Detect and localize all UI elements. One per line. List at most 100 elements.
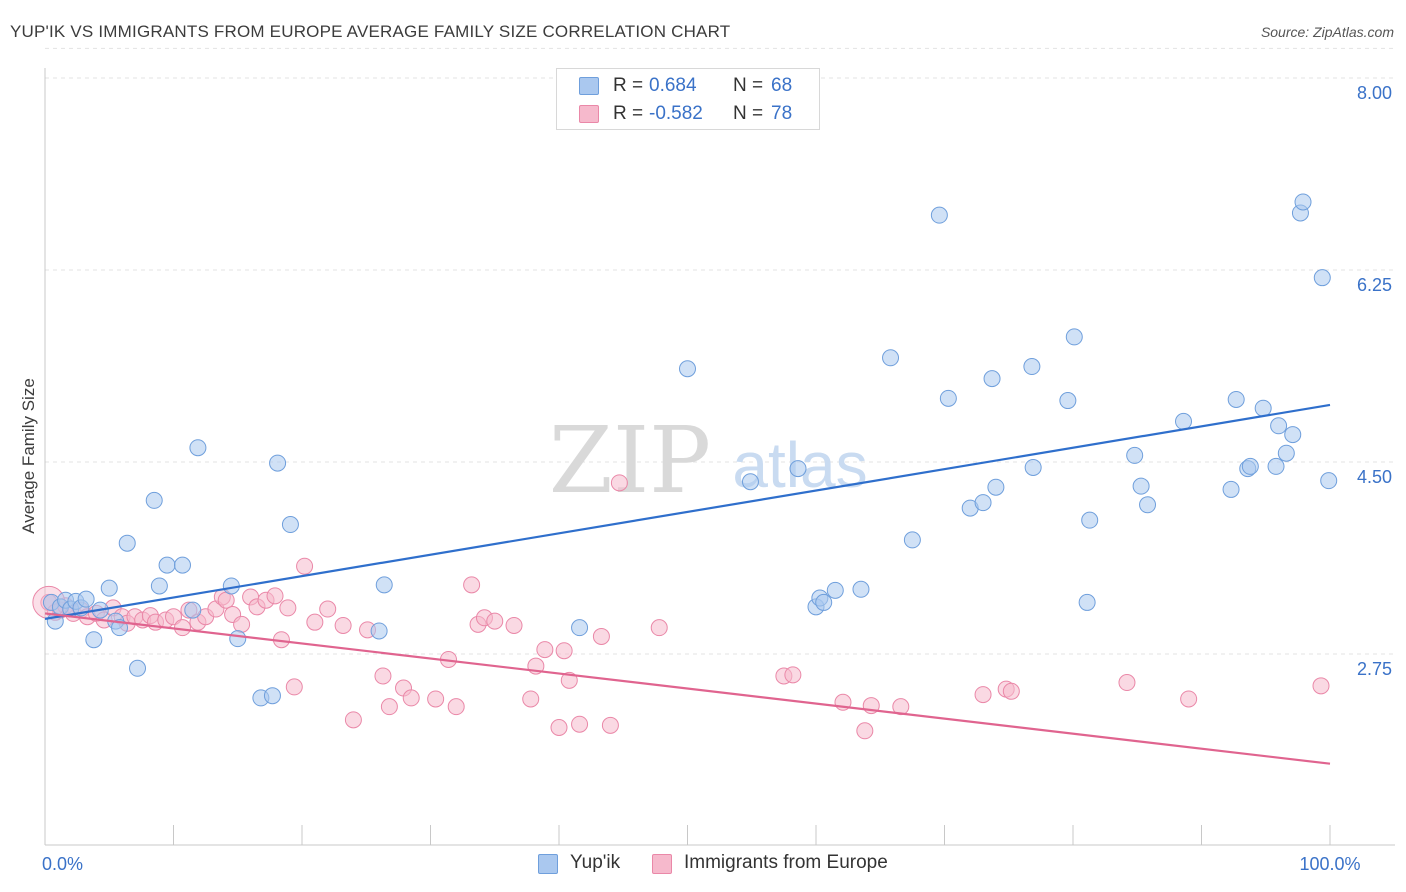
watermark-zip: ZIP <box>549 407 711 514</box>
series-yupik-points <box>42 193 1338 707</box>
x-tick-marks <box>44 825 1331 845</box>
yupik-point <box>184 601 202 619</box>
yupik-point <box>1126 446 1144 464</box>
immigrants-from-europe-point <box>892 698 910 716</box>
yupik-point <box>1320 472 1338 490</box>
yupik-point <box>1023 358 1041 376</box>
yupik-point <box>229 630 247 648</box>
series-legend-swatch-yupik <box>538 854 558 874</box>
yupik-point <box>375 576 393 594</box>
yupik-point <box>158 556 176 574</box>
immigrants-from-europe-point <box>1118 674 1136 692</box>
legend-n-label: N = <box>733 103 764 124</box>
y-tick-label: 4.50 <box>1357 467 1392 487</box>
series-legend-label-immigrants: Immigrants from Europe <box>684 852 888 873</box>
yupik-point <box>1313 269 1331 287</box>
yupik-point <box>173 556 191 574</box>
yupik-point <box>263 687 281 705</box>
immigrants-from-europe-point <box>522 690 540 708</box>
yupik-point <box>815 593 833 611</box>
immigrants-from-europe-point <box>285 678 303 696</box>
yupik-point <box>145 491 163 509</box>
immigrants-from-europe-point <box>610 474 628 492</box>
immigrants-from-europe-point <box>486 612 504 630</box>
yupik-point <box>1081 511 1099 529</box>
immigrants-from-europe-point <box>974 686 992 704</box>
yupik-point <box>1227 390 1245 408</box>
yupik-point <box>939 389 957 407</box>
immigrants-from-europe-point <box>1002 682 1020 700</box>
yupik-point <box>571 619 589 637</box>
immigrants-from-europe-point <box>344 711 362 729</box>
immigrants-from-europe-point <box>555 642 573 660</box>
yupik-point <box>852 580 870 598</box>
legend-n-label: N = <box>733 75 764 96</box>
correlation-legend: R = 0.684 N = 68 R = -0.582 N = 78 <box>556 68 820 130</box>
immigrants-from-europe-point <box>380 698 398 716</box>
immigrants-from-europe-point <box>266 587 284 605</box>
axes <box>44 68 1395 846</box>
trend-lines <box>44 403 1331 765</box>
yupik-point <box>930 206 948 224</box>
y-tick-label: 8.00 <box>1357 83 1392 103</box>
yupik-point <box>987 478 1005 496</box>
immigrants-from-europe-point <box>463 576 481 594</box>
legend-swatch-yupik <box>579 77 599 95</box>
immigrants-from-europe-trend-line <box>44 612 1331 765</box>
immigrants-from-europe-point <box>334 616 352 634</box>
yupik-point <box>1294 193 1312 211</box>
immigrants-from-europe-point <box>592 627 610 645</box>
yupik-point <box>1078 593 1096 611</box>
yupik-point <box>983 370 1001 388</box>
yupik-trend-line <box>44 403 1331 620</box>
immigrants-from-europe-point <box>427 690 445 708</box>
chart-source: Source: ZipAtlas.com <box>1260 24 1394 40</box>
x-tick-label-min: 0.0% <box>42 854 83 874</box>
yupik-point <box>1270 417 1288 435</box>
yupik-point <box>281 516 299 534</box>
immigrants-from-europe-point <box>1180 690 1198 708</box>
yupik-point <box>100 579 118 597</box>
grid-lines <box>45 47 1395 655</box>
immigrants-from-europe-point <box>571 715 589 733</box>
immigrants-from-europe-point <box>279 599 297 617</box>
immigrants-from-europe-point <box>536 641 554 659</box>
yupik-point <box>741 473 759 491</box>
yupik-point <box>1175 412 1193 430</box>
immigrants-from-europe-point <box>306 613 324 631</box>
immigrants-from-europe-point <box>550 719 568 737</box>
yupik-point <box>1222 480 1240 498</box>
yupik-point <box>129 659 147 677</box>
x-tick-label-max: 100.0% <box>1299 854 1360 874</box>
yupik-point <box>903 531 921 549</box>
y-tick-label: 6.25 <box>1357 275 1392 295</box>
yupik-point <box>1254 399 1272 417</box>
yupik-point <box>150 577 168 595</box>
yupik-point <box>370 622 388 640</box>
immigrants-from-europe-point <box>650 619 668 637</box>
yupik-point <box>1139 496 1157 514</box>
legend-r-value-immigrants: -0.582 <box>649 103 703 124</box>
legend-swatch-immigrants <box>579 105 599 123</box>
immigrants-from-europe-point <box>784 666 802 684</box>
watermark: ZIP atlas <box>549 407 868 514</box>
yupik-point <box>1277 444 1295 462</box>
chart-title: YUP'IK VS IMMIGRANTS FROM EUROPE AVERAGE… <box>10 22 731 41</box>
legend-r-label: R = <box>613 103 644 124</box>
series-legend-label-yupik: Yup'ik <box>570 852 621 873</box>
y-tick-label: 2.75 <box>1357 659 1392 679</box>
yupik-point <box>974 494 992 512</box>
immigrants-from-europe-point <box>447 698 465 716</box>
immigrants-from-europe-point <box>402 689 420 707</box>
legend-r-value-yupik: 0.684 <box>649 75 697 96</box>
yupik-point <box>189 439 207 457</box>
immigrants-from-europe-point <box>165 608 182 626</box>
legend-n-value-immigrants: 78 <box>771 103 793 124</box>
yupik-point <box>1284 426 1302 444</box>
immigrants-from-europe-point <box>173 619 191 637</box>
yupik-point <box>1132 477 1150 495</box>
y-axis-label: Average Family Size <box>19 378 38 534</box>
yupik-point <box>679 360 696 378</box>
immigrants-from-europe-point <box>856 722 874 740</box>
